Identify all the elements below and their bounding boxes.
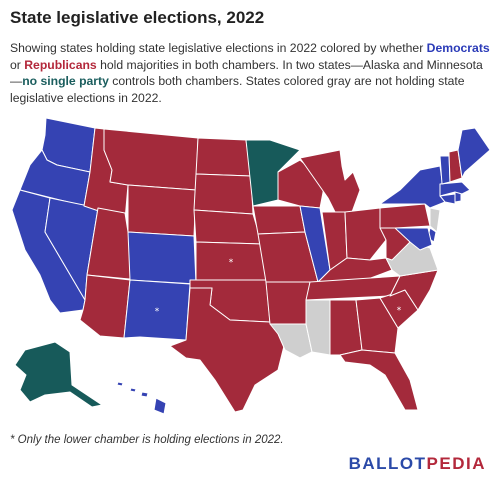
state-ne [193,209,263,245]
description-text: or [10,57,25,72]
state-fl [339,349,419,411]
state-nj [429,207,441,233]
state-hi [116,381,167,415]
state-vt [439,155,451,185]
lower-chamber-markers: * * * [155,258,402,317]
state-wy [127,184,197,237]
state-nm [123,279,191,341]
map-description: Showing states holding state legislative… [10,40,492,106]
logo-pedia: PEDIA [426,454,486,473]
lower-chamber-star-sc: * [397,306,402,316]
state-az [79,274,131,339]
state-sd [193,173,254,215]
state-pa [379,203,431,229]
description-text: hold majorities in both chambers. In two… [10,57,483,89]
description-text: controls both chambers. States colored g… [10,74,465,105]
state-ms [305,299,331,356]
state-nd [195,137,252,177]
state-ga [355,297,399,354]
state-ar [265,281,311,325]
lower-chamber-star-nm: * [155,307,160,317]
state-ak [14,341,103,408]
logo-ballot: BALLOT [348,454,427,473]
description-text: Showing states holding state legislative… [10,41,427,55]
state-ia [252,205,306,235]
us-map: * * * [11,117,491,415]
state-ct [439,193,456,205]
state-md [394,227,433,251]
state-co [127,231,197,285]
state-ma [439,181,471,197]
footnote: * Only the lower chamber is holding elec… [10,434,284,446]
state-me [457,127,491,179]
state-oh [344,207,387,261]
republicans-label: Republicans [24,57,97,72]
state-mi [299,149,361,213]
lower-chamber-star-ks: * [229,258,234,268]
democrats-label: Democrats [426,41,490,55]
split-control-label: no single party [22,74,109,88]
map-title: State legislative elections, 2022 [10,8,265,27]
state-tx [169,287,286,413]
state-ny [379,165,446,209]
state-mt [103,128,199,191]
ballotpedia-logo: BALLOTPEDIA [349,454,486,474]
